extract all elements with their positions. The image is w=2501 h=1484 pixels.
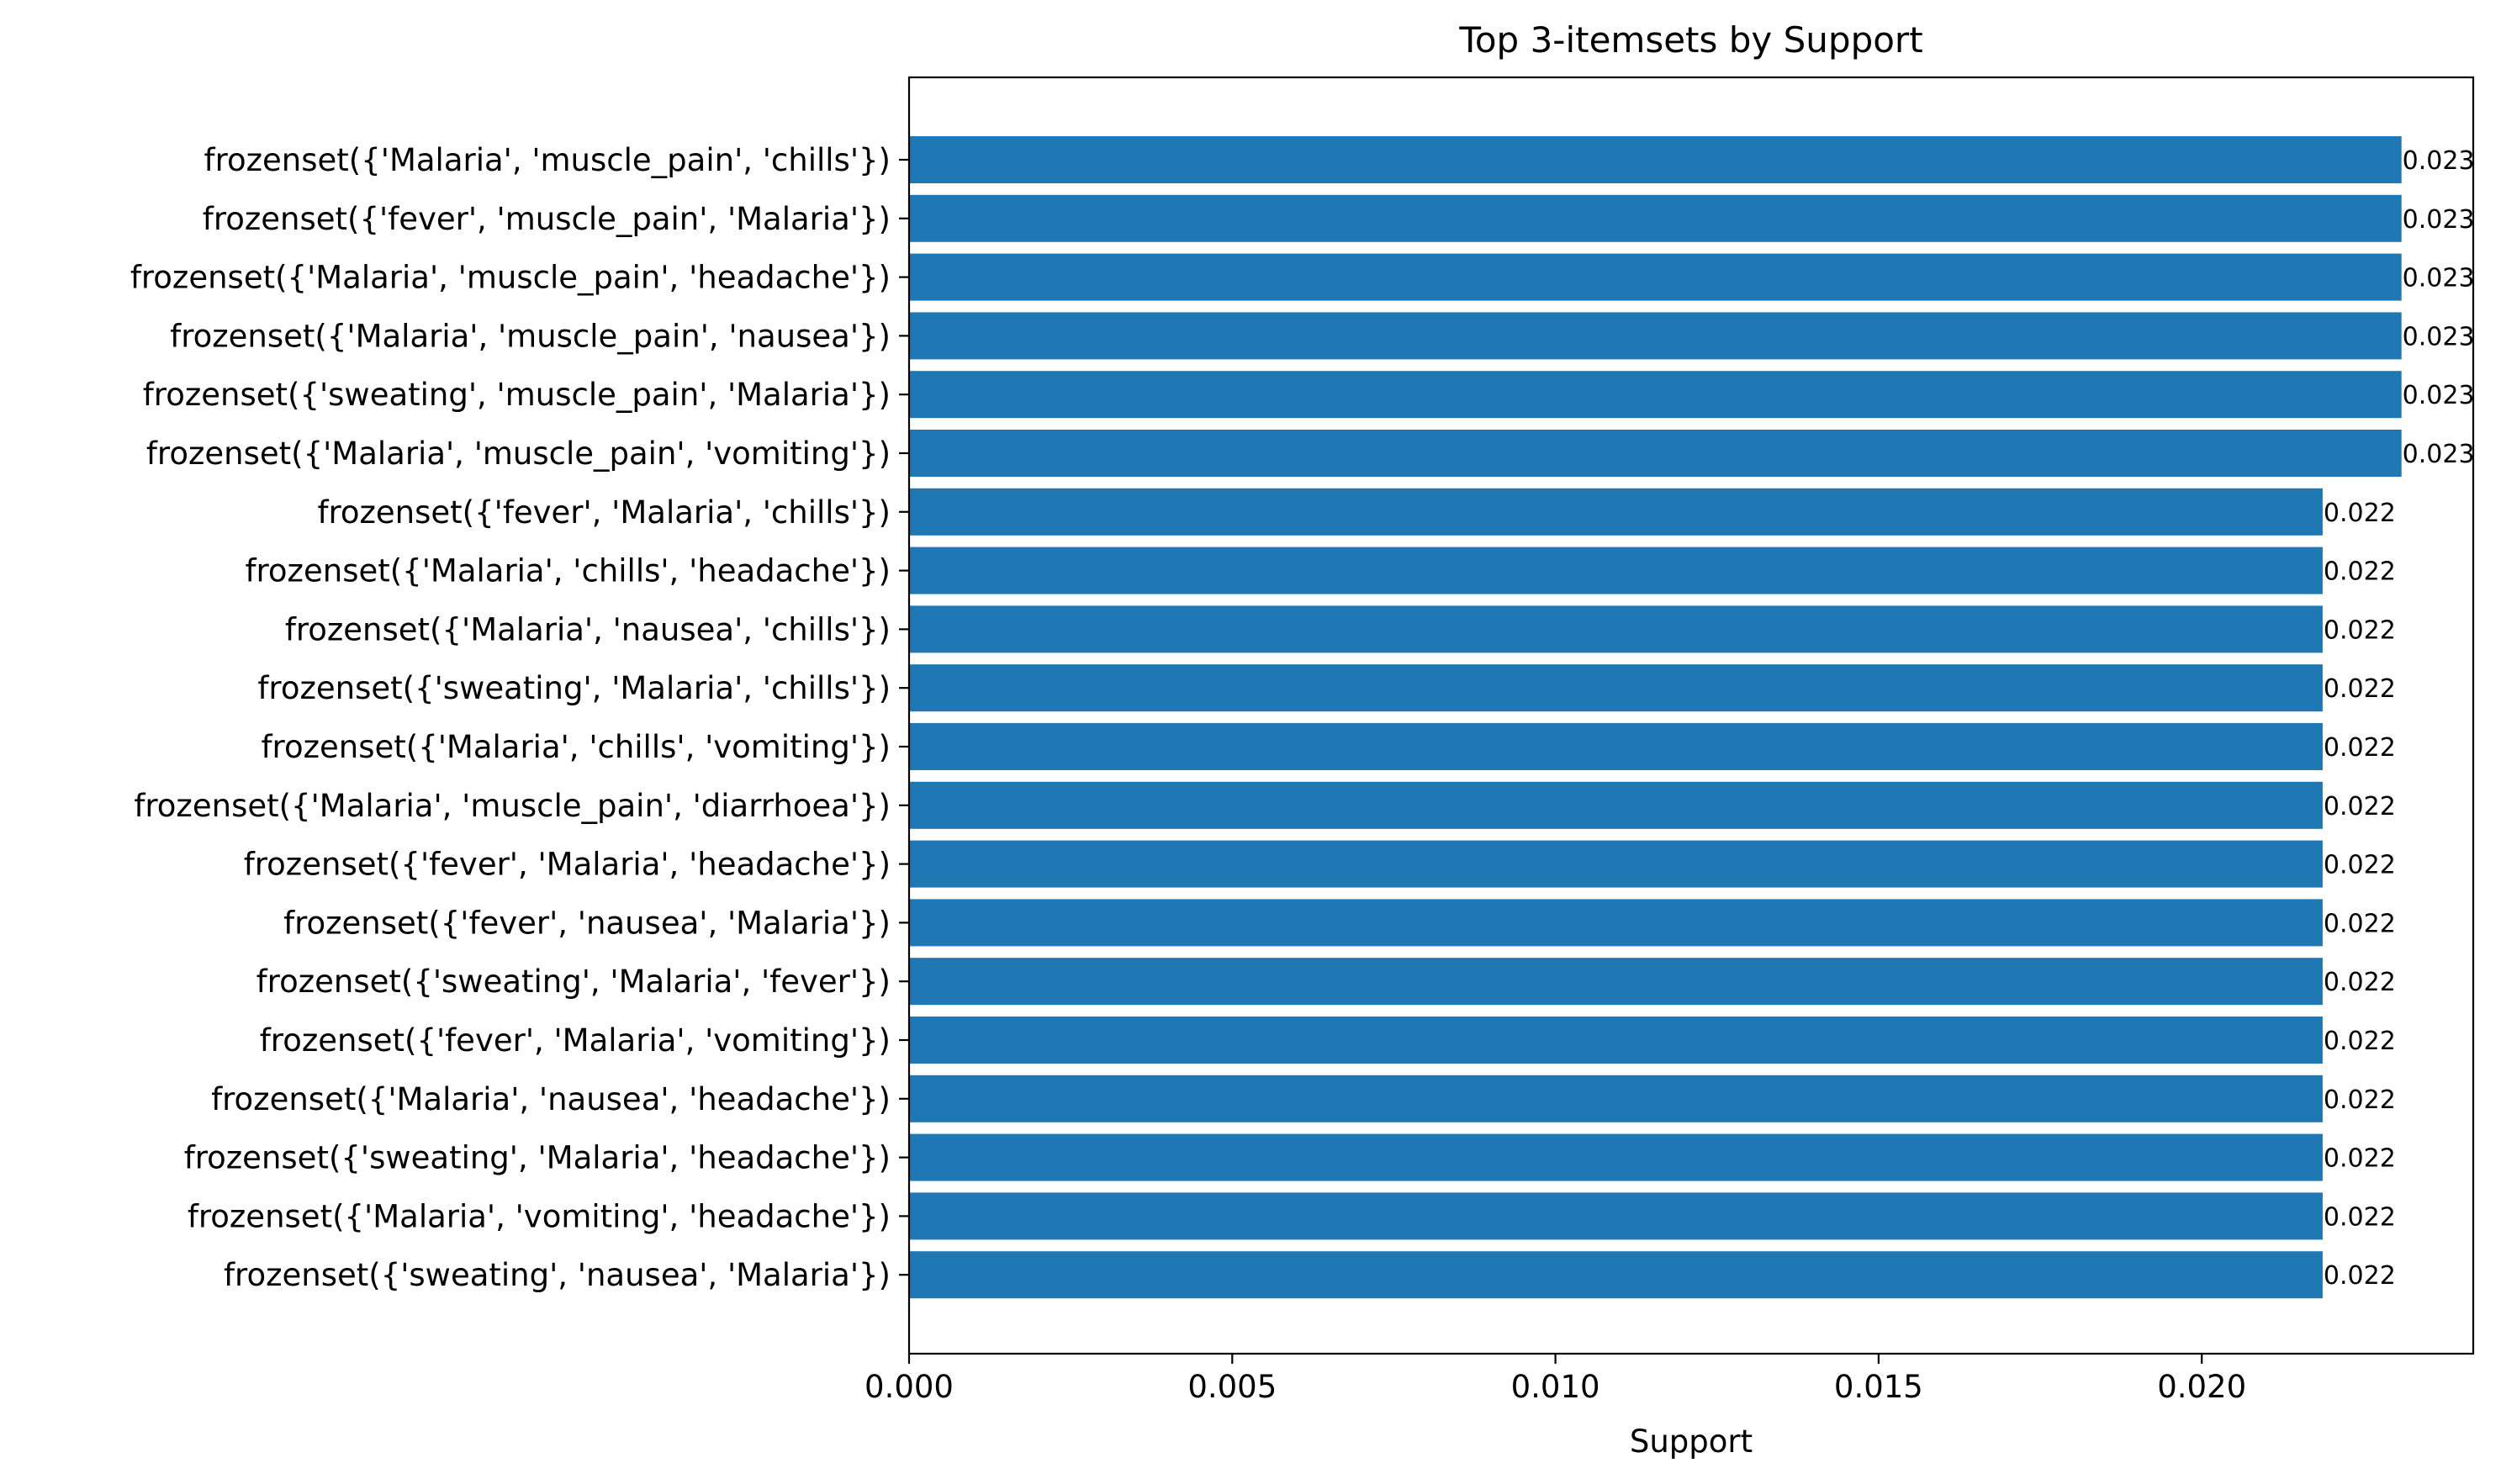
- data-label: 0.022: [2324, 909, 2396, 938]
- data-label: 0.022: [2324, 557, 2396, 587]
- y-tick-label: frozenset({'fever', 'Malaria', 'vomiting…: [260, 1022, 891, 1059]
- y-tick-label: frozenset({'Malaria', 'chills', 'headach…: [246, 553, 891, 589]
- data-label: 0.023: [2403, 264, 2475, 293]
- y-tick-label: frozenset({'sweating', 'Malaria', 'heada…: [184, 1140, 891, 1176]
- bar: [909, 1017, 2323, 1064]
- data-label: 0.022: [2324, 1261, 2396, 1291]
- x-axis: 0.000 0.005 0.010 0.015 0.020: [865, 1354, 2246, 1405]
- y-tick-label: frozenset({'Malaria', 'muscle_pain', 'vo…: [146, 436, 891, 472]
- data-label: 0.022: [2324, 1202, 2396, 1232]
- data-label: 0.023: [2403, 322, 2475, 351]
- bar: [909, 840, 2323, 888]
- x-tick-label: 0.010: [1511, 1369, 1600, 1405]
- y-tick-label: frozenset({'Malaria', 'nausea', 'headach…: [211, 1081, 891, 1117]
- bars-group: [909, 136, 2402, 1299]
- bar: [909, 488, 2323, 536]
- bar: [909, 723, 2323, 770]
- y-tick-label: frozenset({'Malaria', 'vomiting', 'heada…: [188, 1198, 891, 1234]
- data-label: 0.022: [2324, 499, 2396, 528]
- bar: [909, 899, 2323, 947]
- data-labels: 0.023 0.023 0.023 0.023 0.023 0.023 0.022 0.022…: [2324, 146, 2475, 1291]
- y-tick-label: frozenset({'Malaria', 'muscle_pain', 'na…: [170, 318, 891, 354]
- data-label: 0.022: [2324, 674, 2396, 704]
- y-tick-label: frozenset({'Malaria', 'muscle_pain', 'ch…: [204, 142, 891, 178]
- bar: [909, 1133, 2323, 1181]
- x-tick-label: 0.005: [1187, 1369, 1277, 1405]
- y-tick-label: frozenset({'sweating', 'Malaria', 'fever…: [256, 964, 891, 1000]
- data-label: 0.022: [2324, 968, 2396, 997]
- y-tick-label: frozenset({'fever', 'Malaria', 'headache…: [244, 847, 891, 883]
- data-label: 0.023: [2403, 381, 2475, 410]
- data-label: 0.022: [2324, 792, 2396, 821]
- data-label: 0.022: [2324, 733, 2396, 763]
- data-label: 0.022: [2324, 1085, 2396, 1115]
- data-label: 0.022: [2324, 851, 2396, 880]
- data-label: 0.022: [2324, 1027, 2396, 1056]
- y-tick-label: frozenset({'sweating', 'nausea', 'Malari…: [224, 1257, 891, 1293]
- x-tick-label: 0.000: [865, 1369, 954, 1405]
- bar: [909, 430, 2402, 477]
- bar: [909, 605, 2323, 653]
- bar: [909, 547, 2323, 594]
- y-tick-label: frozenset({'Malaria', 'muscle_pain', 'di…: [134, 788, 891, 824]
- bar: [909, 1075, 2323, 1122]
- bar: [909, 253, 2402, 301]
- bar: [909, 194, 2402, 242]
- y-tick-label: frozenset({'fever', 'muscle_pain', 'Mala…: [203, 201, 891, 237]
- y-tick-label: frozenset({'Malaria', 'nausea', 'chills'…: [285, 611, 891, 647]
- y-tick-label: frozenset({'sweating', 'muscle_pain', 'M…: [143, 377, 891, 413]
- x-axis-label: Support: [1630, 1423, 1753, 1460]
- data-label: 0.023: [2403, 440, 2475, 469]
- y-tick-labels: frozenset({'Malaria', 'muscle_pain', 'ch…: [130, 142, 909, 1293]
- data-label: 0.022: [2324, 615, 2396, 645]
- data-label: 0.022: [2324, 1144, 2396, 1174]
- chart-title: Top 3-itemsets by Support: [1458, 19, 1922, 61]
- bar: [909, 371, 2402, 419]
- bar: [909, 312, 2402, 360]
- plot-frame: [907, 76, 2475, 1355]
- bar: [909, 958, 2323, 1006]
- bar: [909, 136, 2402, 183]
- y-tick-label: frozenset({'fever', 'nausea', 'Malaria'}…: [283, 905, 891, 941]
- y-tick-label: frozenset({'fever', 'Malaria', 'chills'}…: [317, 494, 891, 531]
- x-tick-label: 0.015: [1834, 1369, 1923, 1405]
- bar: [909, 1192, 2323, 1240]
- x-tick-label: 0.020: [2157, 1369, 2246, 1405]
- y-tick-label: frozenset({'sweating', 'Malaria', 'chill…: [257, 670, 891, 706]
- data-label: 0.023: [2403, 146, 2475, 176]
- bar: [909, 781, 2323, 829]
- y-tick-label: frozenset({'Malaria', 'muscle_pain', 'he…: [130, 260, 891, 296]
- y-tick-label: frozenset({'Malaria', 'chills', 'vomitin…: [262, 729, 891, 765]
- bar: [909, 1251, 2323, 1299]
- data-label: 0.023: [2403, 205, 2475, 235]
- bar: [909, 664, 2323, 712]
